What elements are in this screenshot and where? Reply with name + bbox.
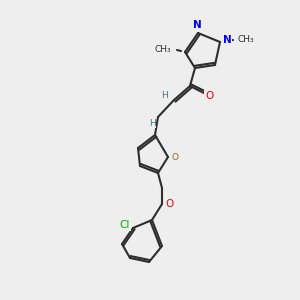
Text: O: O (165, 199, 173, 209)
Text: H: H (148, 118, 155, 127)
Text: N: N (223, 35, 231, 45)
Text: O: O (172, 154, 178, 163)
Text: H: H (160, 91, 167, 100)
Text: CH₃: CH₃ (154, 44, 171, 53)
Text: CH₃: CH₃ (237, 35, 253, 44)
Text: N: N (193, 20, 201, 30)
Text: O: O (205, 91, 213, 101)
Text: Cl: Cl (120, 220, 130, 230)
